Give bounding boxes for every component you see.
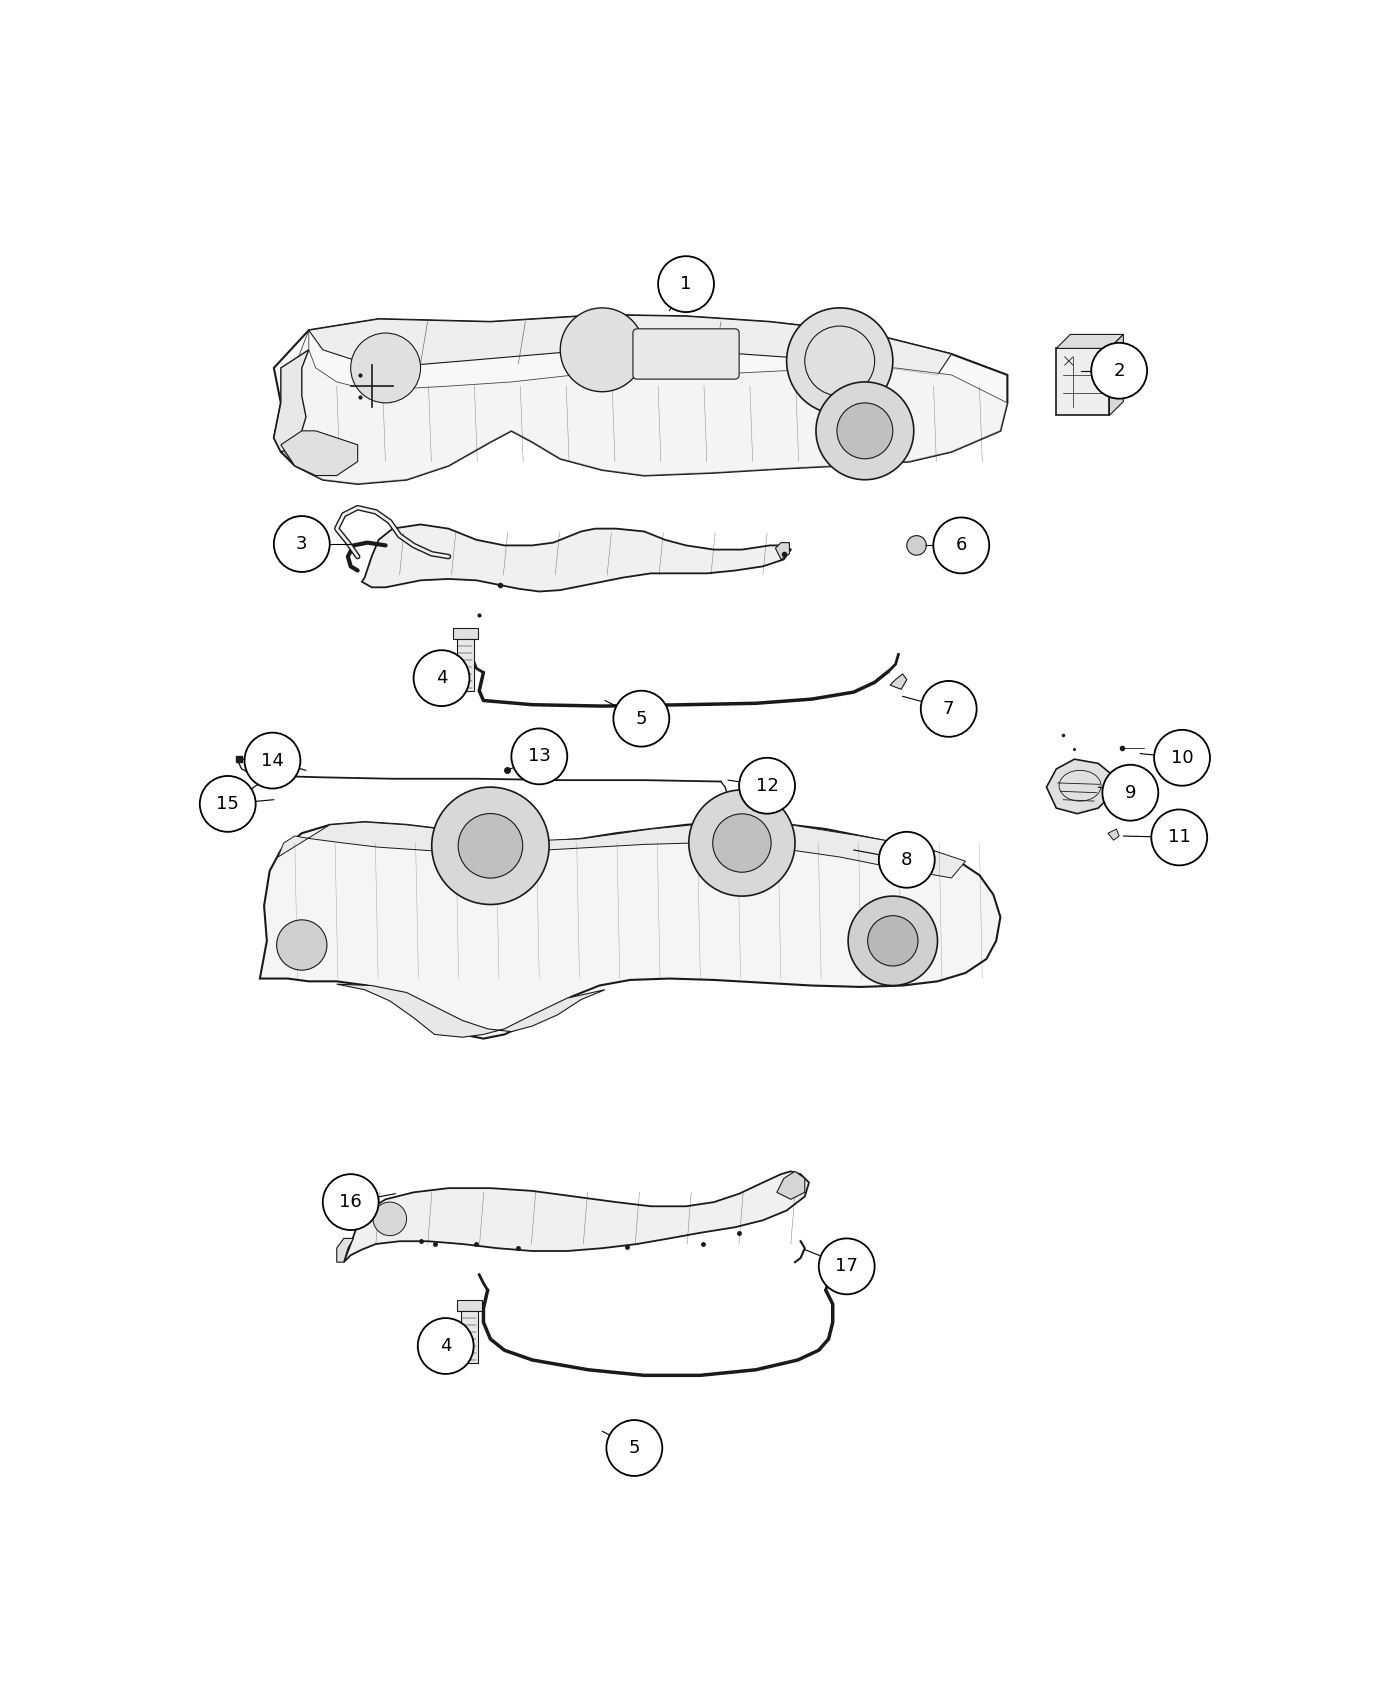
Polygon shape — [1056, 335, 1123, 348]
Text: 4: 4 — [435, 670, 447, 687]
Text: 2: 2 — [1113, 362, 1126, 379]
Circle shape — [713, 814, 771, 872]
FancyBboxPatch shape — [456, 639, 473, 690]
Text: 10: 10 — [1170, 748, 1193, 767]
Text: 13: 13 — [528, 748, 550, 765]
Polygon shape — [260, 823, 1001, 1039]
Text: 15: 15 — [217, 796, 239, 813]
Circle shape — [413, 649, 469, 705]
FancyBboxPatch shape — [456, 1300, 482, 1311]
Text: 7: 7 — [944, 700, 955, 717]
Circle shape — [689, 790, 795, 896]
Text: 3: 3 — [295, 536, 308, 552]
Circle shape — [613, 690, 669, 746]
Text: 5: 5 — [629, 1438, 640, 1457]
Polygon shape — [279, 823, 966, 877]
Circle shape — [837, 403, 893, 459]
Circle shape — [1151, 809, 1207, 865]
Circle shape — [245, 733, 301, 789]
Circle shape — [848, 896, 938, 986]
Polygon shape — [274, 350, 309, 452]
Circle shape — [200, 775, 256, 831]
Text: 6: 6 — [956, 537, 967, 554]
Polygon shape — [344, 1171, 809, 1261]
Circle shape — [739, 758, 795, 814]
Text: 12: 12 — [756, 777, 778, 794]
Polygon shape — [1047, 760, 1113, 814]
Circle shape — [323, 1175, 378, 1231]
Polygon shape — [274, 314, 1008, 484]
Text: 16: 16 — [339, 1193, 363, 1210]
Text: 17: 17 — [836, 1258, 858, 1275]
Circle shape — [274, 517, 330, 571]
FancyBboxPatch shape — [452, 627, 477, 639]
Text: 1: 1 — [680, 275, 692, 292]
Circle shape — [879, 831, 935, 887]
Text: 14: 14 — [260, 751, 284, 770]
Polygon shape — [890, 673, 907, 689]
Circle shape — [816, 382, 914, 479]
Circle shape — [1154, 729, 1210, 785]
Circle shape — [868, 916, 918, 966]
Polygon shape — [274, 330, 1008, 484]
Polygon shape — [309, 314, 952, 376]
Circle shape — [819, 1238, 875, 1294]
Circle shape — [787, 308, 893, 415]
Polygon shape — [281, 430, 357, 476]
Polygon shape — [776, 542, 790, 559]
Polygon shape — [361, 524, 791, 592]
Text: 11: 11 — [1168, 828, 1190, 847]
Circle shape — [417, 1318, 473, 1374]
Circle shape — [350, 333, 420, 403]
Circle shape — [658, 257, 714, 313]
Text: 8: 8 — [902, 850, 913, 869]
Circle shape — [606, 1420, 662, 1476]
Text: 5: 5 — [636, 709, 647, 728]
Polygon shape — [777, 1171, 805, 1198]
Circle shape — [921, 682, 977, 736]
Circle shape — [431, 787, 549, 904]
Circle shape — [277, 920, 328, 971]
Polygon shape — [1107, 830, 1119, 840]
Circle shape — [372, 1202, 406, 1236]
Circle shape — [1091, 343, 1147, 400]
Text: 4: 4 — [440, 1336, 451, 1355]
Circle shape — [458, 814, 522, 879]
Text: 9: 9 — [1124, 784, 1135, 802]
Circle shape — [934, 517, 990, 573]
Circle shape — [1102, 765, 1158, 821]
FancyBboxPatch shape — [461, 1311, 477, 1363]
Circle shape — [907, 536, 927, 556]
Polygon shape — [337, 1238, 353, 1261]
Polygon shape — [337, 984, 605, 1037]
Polygon shape — [1109, 335, 1123, 415]
FancyBboxPatch shape — [1056, 348, 1109, 415]
Circle shape — [511, 728, 567, 784]
Circle shape — [560, 308, 644, 391]
FancyBboxPatch shape — [633, 328, 739, 379]
